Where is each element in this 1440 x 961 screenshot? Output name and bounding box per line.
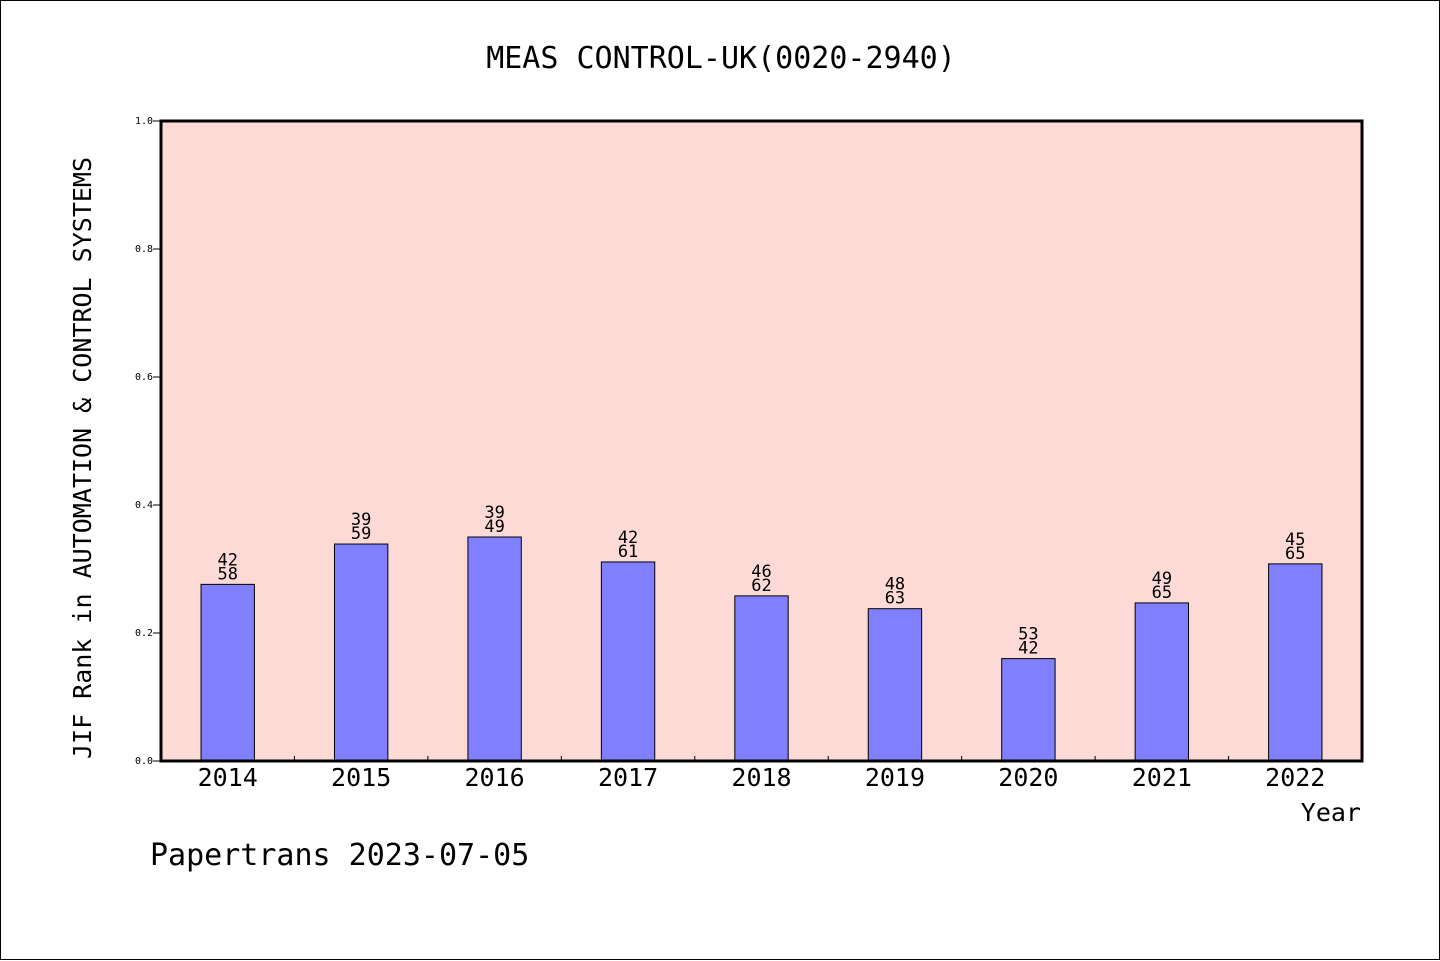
bars-layer (200, 536, 1323, 762)
x-tick-label-2016: 2016 (465, 763, 525, 792)
bar-label-bottom-2018: 62 (751, 576, 771, 596)
y-tick-label: 0.2 (135, 628, 153, 639)
bar-label-bottom-2020: 42 (1018, 639, 1038, 659)
x-tick-label-2021: 2021 (1132, 763, 1192, 792)
y-tick-label: 0.8 (135, 244, 153, 255)
bar-2021 (1134, 602, 1190, 762)
bar-2016 (467, 536, 522, 762)
bar-label-top-2018: 46 (751, 562, 771, 582)
plot-border (159, 119, 1364, 763)
x-axis-label: Year (1301, 798, 1361, 827)
x-tick-label-2018: 2018 (731, 763, 791, 792)
y-axis: 0.0 0.2 0.4 0.6 0.8 1.0 (135, 116, 161, 767)
bar-label-bottom-2015: 59 (351, 524, 371, 544)
x-tick-label-2020: 2020 (998, 763, 1058, 792)
bar-label-bottom-2016: 49 (484, 517, 504, 537)
bar-label-top-2014: 42 (217, 550, 237, 570)
y-tick-label: 0.4 (135, 500, 153, 511)
bar-2019 (867, 608, 923, 762)
x-tick-label-2022: 2022 (1265, 763, 1325, 792)
bar-label-bottom-2022: 65 (1285, 544, 1305, 564)
footer-credit: Papertrans 2023-07-05 (150, 838, 529, 873)
y-tick-label: 1.0 (135, 116, 153, 127)
bar-2018 (734, 595, 789, 762)
chart-title: MEAS CONTROL-UK(0020-2940) (486, 41, 956, 76)
bar-label-top-2015: 39 (351, 510, 371, 530)
bar-2015 (333, 543, 389, 762)
bar-label-bottom-2017: 61 (618, 542, 638, 562)
y-tick-label: 0.6 (135, 372, 153, 383)
bar-label-top-2016: 39 (484, 503, 504, 523)
bar-label-bottom-2019: 63 (885, 589, 905, 609)
x-tick-label-2019: 2019 (865, 763, 925, 792)
bar-2020 (1001, 658, 1056, 762)
bar-2014 (200, 583, 255, 762)
x-tick-label-2014: 2014 (198, 763, 258, 792)
y-axis-label: JIF Rank in AUTOMATION & CONTROL SYSTEMS (68, 157, 97, 759)
x-tick-label-2017: 2017 (598, 763, 658, 792)
bar-2017 (600, 561, 656, 762)
bar-label-top-2017: 42 (618, 528, 638, 548)
bar-2022 (1268, 563, 1323, 762)
y-tick-label: 0.0 (135, 756, 153, 767)
bar-label-bottom-2014: 58 (217, 564, 237, 584)
bar-label-bottom-2021: 65 (1152, 583, 1172, 603)
bar-label-top-2020: 53 (1018, 625, 1038, 645)
bar-label-top-2019: 48 (885, 575, 905, 595)
x-axis: 2014 2015 2016 2017 2018 2019 2020 2021 2022 (198, 756, 1325, 792)
bar-label-top-2022: 45 (1285, 530, 1305, 550)
bar-label-top-2021: 49 (1152, 569, 1172, 589)
x-tick-label-2015: 2015 (331, 763, 391, 792)
